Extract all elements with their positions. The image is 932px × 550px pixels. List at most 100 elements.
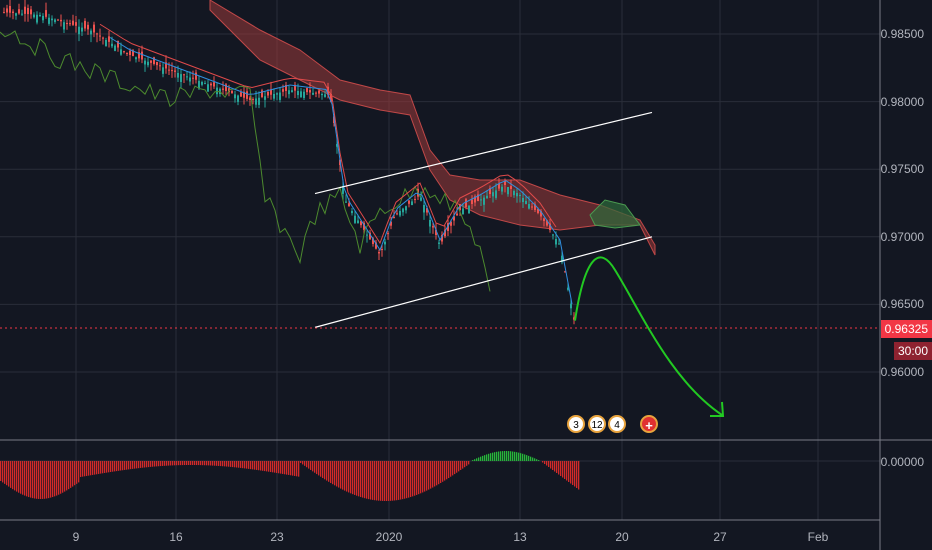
- histogram-bar: [528, 455, 530, 461]
- histogram-bar: [4, 461, 6, 484]
- candle-body: [336, 144, 338, 147]
- histogram-bar: [410, 461, 412, 498]
- candle-body: [78, 26, 80, 35]
- histogram-bar: [114, 461, 116, 472]
- histogram-bar: [390, 461, 392, 501]
- histogram-bar: [278, 461, 280, 474]
- candle-body: [153, 57, 155, 64]
- candle-body: [33, 14, 35, 18]
- projection-path: [574, 256, 723, 416]
- price-tick-label: 0.96500: [880, 297, 924, 312]
- candle-body: [354, 215, 356, 223]
- histogram-bar: [364, 461, 366, 499]
- histogram-bar: [36, 461, 38, 499]
- candle-body: [27, 8, 29, 15]
- histogram-bar: [496, 451, 498, 461]
- histogram-bar: [186, 461, 188, 466]
- event-marker[interactable]: +: [640, 415, 658, 433]
- candle-body: [522, 198, 524, 203]
- histogram-bar: [270, 461, 272, 473]
- histogram-bar: [336, 461, 338, 487]
- candle-body: [36, 14, 38, 23]
- candle-body: [561, 255, 563, 263]
- candle-body: [48, 17, 50, 24]
- histogram-bar: [168, 461, 170, 466]
- candle-body: [186, 76, 188, 78]
- histogram-bar: [508, 451, 510, 461]
- candle-body: [429, 220, 431, 227]
- candle-body: [303, 91, 305, 98]
- candle-body: [570, 303, 572, 309]
- candle-body: [165, 62, 167, 69]
- histogram-bar: [136, 461, 138, 469]
- candle-body: [6, 8, 8, 13]
- histogram-bar: [380, 461, 382, 501]
- candle-body: [93, 24, 95, 33]
- event-marker[interactable]: 3: [567, 415, 585, 433]
- candle-body: [231, 90, 233, 94]
- histogram-bar: [312, 461, 314, 472]
- candle-body: [243, 91, 245, 98]
- candle-body: [216, 87, 218, 95]
- candle-body: [228, 88, 230, 93]
- histogram-bar: [76, 461, 78, 484]
- histogram-bar: [494, 452, 496, 461]
- candle-body: [87, 24, 89, 30]
- histogram-bar: [464, 461, 466, 468]
- histogram-bar: [190, 461, 192, 465]
- histogram-bar: [140, 461, 142, 468]
- candle-body: [171, 70, 173, 72]
- candle-body: [432, 226, 434, 228]
- histogram-bar: [538, 460, 540, 461]
- histogram-bar: [48, 461, 50, 499]
- candle-body: [423, 205, 425, 213]
- candle-body: [531, 206, 533, 208]
- candle-body: [174, 70, 176, 72]
- event-marker[interactable]: 12: [588, 415, 606, 433]
- histogram-bar: [300, 461, 302, 463]
- candle-body: [297, 91, 299, 96]
- histogram-bar: [216, 461, 218, 466]
- histogram-bar: [428, 461, 430, 490]
- histogram-bar: [320, 461, 322, 477]
- candle-body: [39, 15, 41, 16]
- candle-body: [84, 20, 86, 29]
- histogram-bar: [450, 461, 452, 477]
- histogram-bar: [338, 461, 340, 488]
- histogram-bar: [572, 461, 574, 485]
- time-tick-label: 27: [713, 530, 727, 544]
- candle-body: [372, 238, 374, 244]
- event-marker[interactable]: 4: [608, 415, 626, 433]
- candle-body: [567, 287, 569, 290]
- histogram-bar: [282, 461, 284, 474]
- histogram-bar: [358, 461, 360, 497]
- candle-body: [162, 67, 164, 74]
- histogram-bar: [434, 461, 436, 487]
- histogram-bar: [18, 461, 20, 493]
- candle-body: [465, 199, 467, 207]
- histogram-bar: [476, 458, 478, 461]
- histogram-bar: [350, 461, 352, 494]
- candle-body: [159, 65, 161, 67]
- histogram-bar: [130, 461, 132, 470]
- histogram-bar: [568, 461, 570, 482]
- histogram-bar: [32, 461, 34, 499]
- candle-body: [45, 10, 47, 17]
- histogram-bar: [480, 456, 482, 461]
- histogram-bar: [418, 461, 420, 495]
- candle-body: [105, 40, 107, 47]
- histogram-bar: [438, 461, 440, 485]
- histogram-bar: [498, 451, 500, 461]
- histogram-bar: [294, 461, 296, 476]
- histogram-bar: [532, 457, 534, 461]
- histogram-bar: [306, 461, 308, 468]
- candle-body: [264, 96, 266, 100]
- candle-body: [495, 190, 497, 198]
- candle-body: [183, 74, 185, 76]
- histogram-bar: [100, 461, 102, 474]
- time-tick-label: 16: [169, 530, 183, 544]
- histogram-bar: [246, 461, 248, 469]
- candle-body: [552, 234, 554, 236]
- candle-body: [348, 203, 350, 207]
